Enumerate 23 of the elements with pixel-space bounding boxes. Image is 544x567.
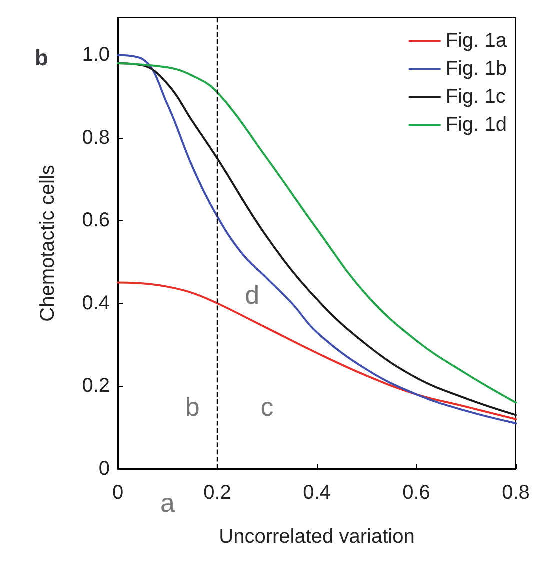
x-tick-label: 0 bbox=[112, 482, 124, 504]
x-tick-label: 0.2 bbox=[204, 482, 232, 504]
annotation: c bbox=[260, 392, 274, 422]
legend-label: Fig. 1c bbox=[446, 86, 506, 108]
y-tick-label: 0.6 bbox=[82, 210, 110, 232]
x-tick-label: 0.8 bbox=[502, 482, 530, 504]
legend-label: Fig. 1b bbox=[446, 58, 508, 80]
y-tick-label: 1.0 bbox=[82, 44, 110, 66]
y-axis-title: Chemotactic cells bbox=[37, 165, 59, 322]
line-series bbox=[117, 282, 517, 420]
y-tick-label: 0 bbox=[98, 458, 110, 480]
legend-label: Fig. 1a bbox=[446, 30, 508, 52]
x-tick-label: 0.4 bbox=[303, 482, 331, 504]
y-tick-label: 0.8 bbox=[82, 126, 110, 149]
text: b bbox=[35, 46, 48, 70]
y-tick-label: 0.4 bbox=[82, 292, 110, 314]
x-tick-label: 0.6 bbox=[402, 482, 430, 504]
annotation: d bbox=[245, 280, 260, 310]
y-tick-label: 0.2 bbox=[82, 375, 110, 398]
annotation: b bbox=[185, 392, 200, 422]
legend-label: Fig. 1d bbox=[446, 114, 508, 136]
x-axis-title: Uncorrelated variation bbox=[219, 526, 415, 548]
text: a bbox=[160, 488, 176, 518]
